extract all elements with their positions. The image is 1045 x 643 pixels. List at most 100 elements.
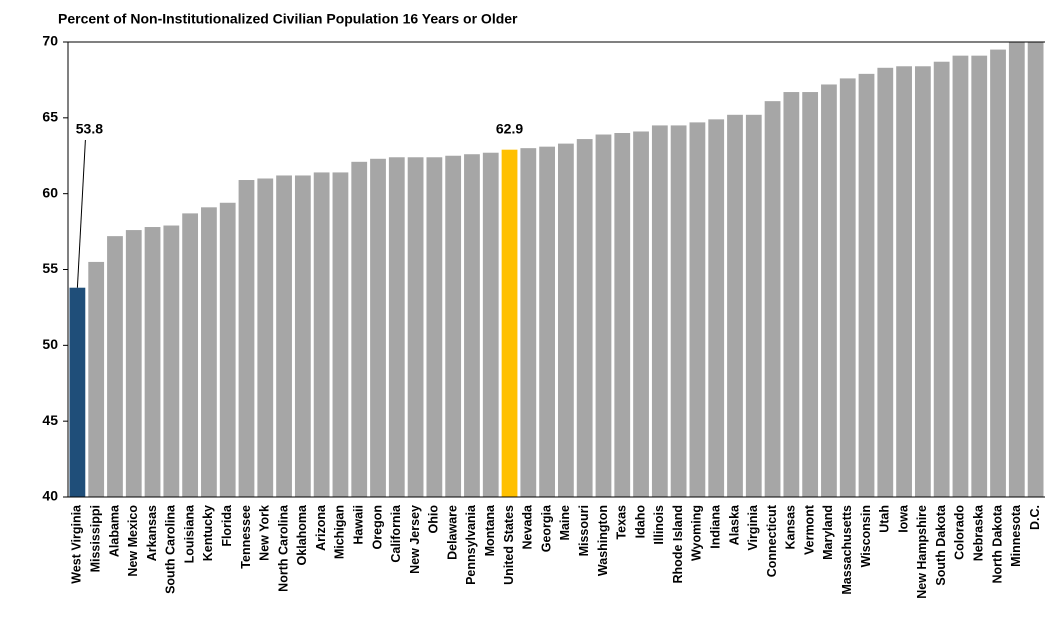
x-tick-label: Illinois <box>652 505 666 545</box>
bar <box>426 157 443 497</box>
x-tick-label: Louisiana <box>182 504 196 563</box>
x-tick-label: Washington <box>596 505 610 576</box>
bar <box>670 125 687 498</box>
bar <box>407 157 424 497</box>
bar <box>595 134 612 497</box>
bar <box>990 49 1006 497</box>
x-tick-label: Utah <box>878 505 892 533</box>
bar <box>388 157 405 497</box>
x-tick-label: Colorado <box>953 505 967 560</box>
x-tick-label: Delaware <box>445 505 459 560</box>
x-tick-label: Florida <box>220 504 234 547</box>
x-tick-label: Wyoming <box>690 505 704 561</box>
x-tick-label: Tennessee <box>239 505 253 569</box>
y-tick-label: 50 <box>42 336 58 352</box>
bar <box>219 202 236 497</box>
bar <box>614 133 631 497</box>
x-tick-label: West Virginia <box>70 504 84 584</box>
x-tick-label: Nevada <box>521 504 535 550</box>
bar <box>501 149 518 497</box>
x-tick-label: Arizona <box>314 504 328 551</box>
x-tick-label: Wisconsin <box>859 505 873 567</box>
y-tick-label: 65 <box>42 109 58 125</box>
bar <box>896 66 912 498</box>
x-tick-label: Idaho <box>633 505 647 539</box>
x-tick-label: Georgia <box>539 504 553 552</box>
bar <box>351 161 368 498</box>
bar <box>971 55 988 498</box>
x-tick-label: Oregon <box>370 505 384 549</box>
bar <box>633 131 649 497</box>
x-tick-label: Maryland <box>821 505 835 560</box>
x-tick-label: Maine <box>558 505 572 540</box>
x-tick-label: New Mexico <box>126 505 140 577</box>
bar <box>107 236 123 497</box>
bar <box>576 139 593 498</box>
x-tick-label: Pennsylvania <box>464 504 478 585</box>
x-tick-label: Connecticut <box>765 504 779 577</box>
x-tick-label: Texas <box>615 505 629 540</box>
bar <box>727 114 743 498</box>
bar <box>201 207 217 498</box>
bar <box>821 84 837 497</box>
bar <box>952 55 969 498</box>
bar <box>539 146 555 497</box>
bar <box>88 261 105 497</box>
bar <box>294 175 311 497</box>
bar <box>163 225 180 497</box>
bar <box>144 227 161 498</box>
bar <box>783 92 800 498</box>
x-tick-label: Hawaii <box>352 505 366 545</box>
bar <box>689 122 706 497</box>
y-tick-label: 60 <box>42 184 58 200</box>
x-tick-label: Oklahoma <box>295 504 309 565</box>
chart-title: Percent of Non-Institutionalized Civilia… <box>58 11 518 27</box>
x-tick-label: Minnesota <box>1009 504 1023 567</box>
x-tick-label: Missouri <box>577 505 591 556</box>
bar <box>1008 42 1025 497</box>
bar <box>914 66 931 498</box>
bar <box>464 154 480 497</box>
x-tick-label: Indiana <box>708 504 722 549</box>
bar <box>276 175 292 497</box>
bar <box>313 172 330 497</box>
x-tick-label: United States <box>502 505 516 585</box>
bar <box>745 114 762 498</box>
data-label: 62.9 <box>496 121 523 137</box>
bar <box>445 155 462 497</box>
y-tick-label: 70 <box>42 33 58 49</box>
bar <box>764 101 781 498</box>
bar <box>125 230 142 498</box>
bar <box>933 61 950 497</box>
data-label: 53.8 <box>76 121 103 137</box>
bar <box>482 152 499 497</box>
bar <box>877 67 894 498</box>
bar <box>839 78 856 498</box>
x-tick-label: New Jersey <box>408 505 422 574</box>
bar <box>651 125 668 498</box>
x-tick-label: New Hampshire <box>915 505 929 599</box>
bar <box>1027 42 1044 497</box>
x-tick-label: South Carolina <box>164 504 178 594</box>
x-tick-label: Arkansas <box>145 505 159 561</box>
leader-line <box>76 139 86 288</box>
bar <box>332 172 349 497</box>
x-tick-label: Ohio <box>427 505 441 534</box>
bar <box>802 92 819 498</box>
bar <box>558 143 574 497</box>
x-tick-label: California <box>389 504 403 563</box>
x-tick-label: Nebraska <box>972 504 986 561</box>
x-tick-label: Vermont <box>802 504 816 555</box>
y-tick-label: 40 <box>42 488 58 504</box>
y-tick-label: 55 <box>42 260 58 276</box>
x-tick-label: Kansas <box>784 505 798 550</box>
bar <box>69 287 86 497</box>
x-tick-label: Virginia <box>746 504 760 551</box>
bar <box>858 73 875 497</box>
x-tick-label: Iowa <box>896 504 910 533</box>
x-tick-label: Rhode Island <box>671 505 685 583</box>
bar <box>520 148 537 497</box>
x-tick-label: North Dakota <box>990 504 1004 584</box>
x-tick-label: D.C. <box>1028 505 1042 530</box>
